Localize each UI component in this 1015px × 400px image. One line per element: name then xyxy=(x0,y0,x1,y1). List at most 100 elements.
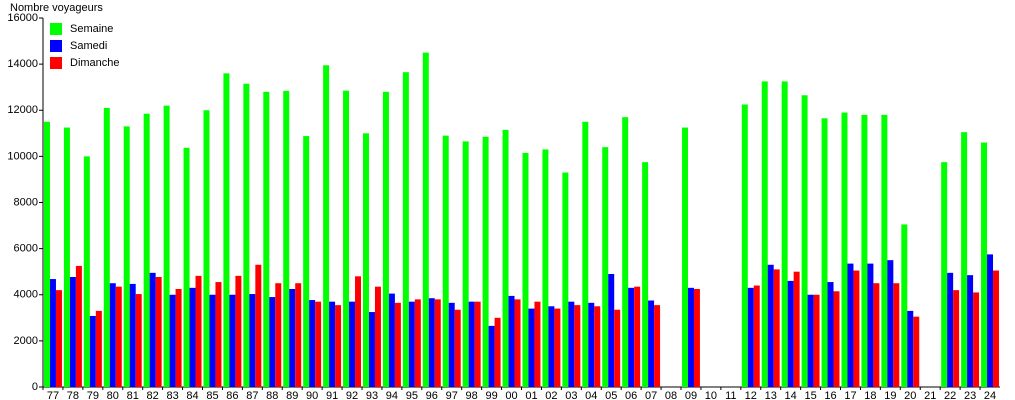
y-tick-label: 8000 xyxy=(14,196,38,208)
bar xyxy=(893,283,900,387)
bar xyxy=(807,294,814,387)
x-tick-label: 90 xyxy=(306,390,318,400)
bar xyxy=(887,260,894,387)
bar xyxy=(841,112,848,388)
bar xyxy=(223,73,230,387)
bar xyxy=(642,162,649,387)
bar xyxy=(494,317,501,387)
x-tick-label: 10 xyxy=(705,390,717,400)
bar xyxy=(109,283,116,387)
x-tick-label: 99 xyxy=(485,390,497,400)
bar xyxy=(422,52,429,387)
legend-swatch xyxy=(50,57,62,69)
bar xyxy=(388,293,395,387)
y-tick-label: 10000 xyxy=(7,150,38,162)
bar xyxy=(474,301,481,387)
x-tick-label: 82 xyxy=(147,390,159,400)
bar xyxy=(813,294,820,387)
bar xyxy=(123,126,130,388)
bar xyxy=(69,276,76,387)
x-tick-label: 93 xyxy=(366,390,378,400)
y-axis-title: Nombre voyageurs xyxy=(10,2,103,14)
bar xyxy=(143,113,150,387)
x-tick-label: 05 xyxy=(605,390,617,400)
bar xyxy=(767,264,774,387)
bar xyxy=(303,136,310,387)
bar xyxy=(129,283,136,387)
x-tick-label: 11 xyxy=(725,390,736,400)
bar xyxy=(442,135,449,387)
bar xyxy=(608,273,615,387)
bar xyxy=(568,301,575,387)
bar xyxy=(482,136,489,387)
bar xyxy=(827,282,834,387)
bar xyxy=(323,65,330,387)
x-tick-label: 83 xyxy=(166,390,178,400)
bar xyxy=(793,271,800,387)
x-tick-label: 06 xyxy=(625,390,637,400)
bar xyxy=(781,81,788,387)
bar xyxy=(554,308,561,387)
bar xyxy=(263,91,270,388)
bar xyxy=(761,81,768,387)
bar xyxy=(514,299,521,387)
bar xyxy=(335,305,342,387)
x-tick-label: 02 xyxy=(545,390,557,400)
x-tick-label: 19 xyxy=(884,390,896,400)
bar xyxy=(648,300,655,387)
bar xyxy=(693,288,700,387)
bar xyxy=(83,156,90,387)
bar xyxy=(941,162,948,387)
x-tick-label: 94 xyxy=(386,390,398,400)
x-tick-label: 16 xyxy=(824,390,836,400)
bar xyxy=(135,294,142,387)
bar xyxy=(614,309,621,387)
bar xyxy=(243,83,250,388)
bar xyxy=(741,104,748,387)
bar xyxy=(382,91,389,388)
bar xyxy=(582,121,589,387)
bar xyxy=(183,147,190,387)
bar xyxy=(502,129,509,387)
bar xyxy=(973,292,980,387)
x-tick-label: 78 xyxy=(67,390,79,400)
x-tick-label: 91 xyxy=(326,390,338,400)
bar xyxy=(528,308,535,387)
bar xyxy=(63,127,70,387)
y-tick-label: 14000 xyxy=(7,58,38,70)
bar xyxy=(853,270,860,387)
y-tick-label: 0 xyxy=(32,381,38,393)
bar xyxy=(953,290,960,387)
bar xyxy=(993,270,1000,387)
bar xyxy=(329,301,336,387)
bar xyxy=(49,279,56,387)
bar xyxy=(414,299,421,387)
bar xyxy=(881,114,888,388)
x-tick-label: 17 xyxy=(844,390,856,400)
bar xyxy=(448,302,455,387)
bar xyxy=(654,305,661,387)
bar xyxy=(628,287,635,387)
x-tick-label: 79 xyxy=(87,390,99,400)
bar xyxy=(508,295,515,387)
x-tick-label: 96 xyxy=(426,390,438,400)
x-tick-label: 00 xyxy=(505,390,517,400)
bar xyxy=(833,291,840,387)
bar xyxy=(315,301,322,387)
bar xyxy=(195,275,202,387)
bar xyxy=(209,294,216,387)
x-tick-label: 18 xyxy=(864,390,876,400)
bar xyxy=(75,265,82,387)
bar xyxy=(155,276,162,387)
bar xyxy=(681,127,688,387)
x-tick-label: 04 xyxy=(585,390,597,400)
bar xyxy=(203,110,210,387)
x-tick-label: 86 xyxy=(226,390,238,400)
bar xyxy=(594,306,601,387)
x-tick-label: 77 xyxy=(47,390,59,400)
bar xyxy=(873,283,880,387)
x-tick-label: 80 xyxy=(107,390,119,400)
bar xyxy=(394,302,401,387)
legend-label: Semaine xyxy=(70,23,113,35)
bar xyxy=(43,121,50,387)
